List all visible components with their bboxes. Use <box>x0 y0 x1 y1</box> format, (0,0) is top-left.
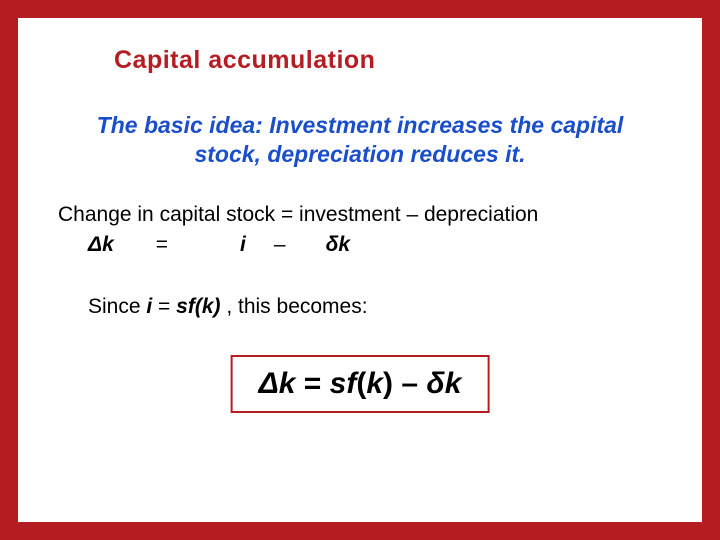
idea-line-2: stock, depreciation reduces it. <box>194 141 525 167</box>
since-eq: = <box>152 295 176 318</box>
box-minus: – <box>393 367 426 400</box>
box-paren-close: ) <box>383 367 393 400</box>
eq-small-deltak: δk <box>326 233 351 256</box>
box-deltak: δk <box>426 367 461 400</box>
since-line: Since i = sf(k) , this becomes: <box>88 295 666 319</box>
slide-inner: Capital accumulation The basic idea: Inv… <box>18 18 702 522</box>
since-sfk: sf(k) <box>176 295 220 318</box>
equation-small: Δk = i – δk <box>88 233 666 257</box>
basic-idea-text: The basic idea: Investment increases the… <box>54 111 666 169</box>
box-sf: sf <box>330 367 357 400</box>
eq-small-dk: Δk <box>88 233 114 256</box>
eq-small-minus: – <box>274 233 286 256</box>
eq-small-i: i <box>240 233 246 256</box>
box-k: k <box>366 367 383 400</box>
slide-title: Capital accumulation <box>114 46 666 75</box>
slide-frame: Capital accumulation The basic idea: Inv… <box>0 0 720 540</box>
change-in-capital-text: Change in capital stock = investment – d… <box>58 203 666 227</box>
idea-line-1: The basic idea: Investment increases the… <box>97 112 624 138</box>
box-dk: Δk <box>259 367 296 400</box>
box-eq: = <box>295 367 329 400</box>
eq-small-equals: = <box>156 233 168 256</box>
boxed-equation: Δk = sf(k) – δk <box>231 355 490 413</box>
since-prefix: Since <box>88 295 146 318</box>
box-paren-open: ( <box>356 367 366 400</box>
since-suffix: , this becomes: <box>221 295 368 318</box>
